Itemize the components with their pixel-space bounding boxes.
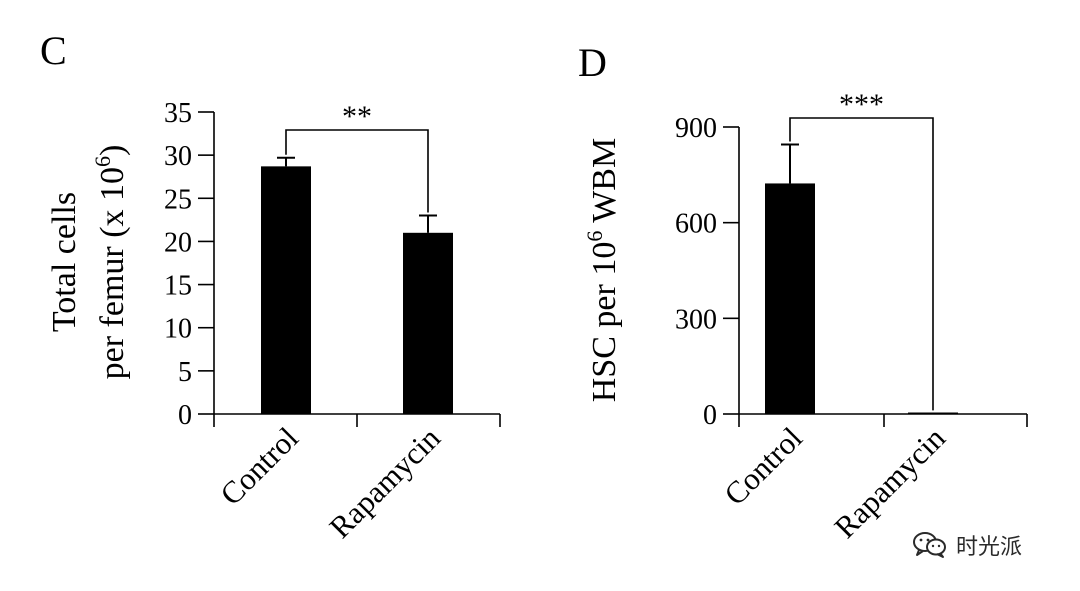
y-axis-title: HSC per 106 WBM	[582, 138, 623, 402]
y-axis-title-tail: WBM	[586, 138, 623, 231]
x-category-label: Control	[717, 420, 809, 512]
y-tick-label: 0	[178, 400, 192, 431]
bar-control	[261, 166, 311, 414]
bar-rapamycin	[908, 412, 958, 414]
y-tick-label: 900	[675, 113, 717, 144]
bar-control	[765, 183, 815, 414]
y-tick-label: 600	[675, 209, 717, 240]
panel-label: C	[40, 28, 67, 73]
y-tick-label: 30	[164, 141, 192, 172]
y-tick-label: 0	[703, 400, 717, 431]
y-tick-label: 15	[164, 271, 192, 302]
x-category-label: Control	[213, 420, 305, 512]
panel-label: D	[578, 40, 607, 85]
significance-marker: ***	[839, 88, 884, 121]
y-tick-label: 300	[675, 304, 717, 335]
significance-bracket	[285, 129, 429, 213]
y-tick-label: 25	[164, 184, 192, 215]
x-category-label: Rapamycin	[322, 420, 447, 545]
wechat-icon	[912, 530, 948, 560]
y-axis-title-line2: per femur (x 10	[94, 167, 131, 379]
y-axis-title-exponent: 6	[582, 231, 607, 242]
y-tick-label: 10	[164, 314, 192, 345]
significance-marker: **	[342, 100, 372, 133]
y-tick-label: 35	[164, 98, 192, 129]
y-axis-title-line1: Total cells	[46, 192, 83, 332]
y-axis-title-close: )	[94, 145, 131, 156]
y-axis-title-exponent: 6	[90, 156, 115, 167]
significance-bracket	[789, 117, 934, 411]
y-axis-title-main: HSC per 10	[586, 242, 623, 403]
y-tick-label: 20	[164, 227, 192, 258]
watermark-text: 时光派	[956, 535, 1023, 560]
y-axis-title: Total cells per femur (x 106)	[46, 145, 131, 380]
bar-rapamycin	[403, 232, 453, 414]
y-tick-label: 5	[178, 357, 192, 388]
watermark: 时光派	[912, 527, 1062, 563]
